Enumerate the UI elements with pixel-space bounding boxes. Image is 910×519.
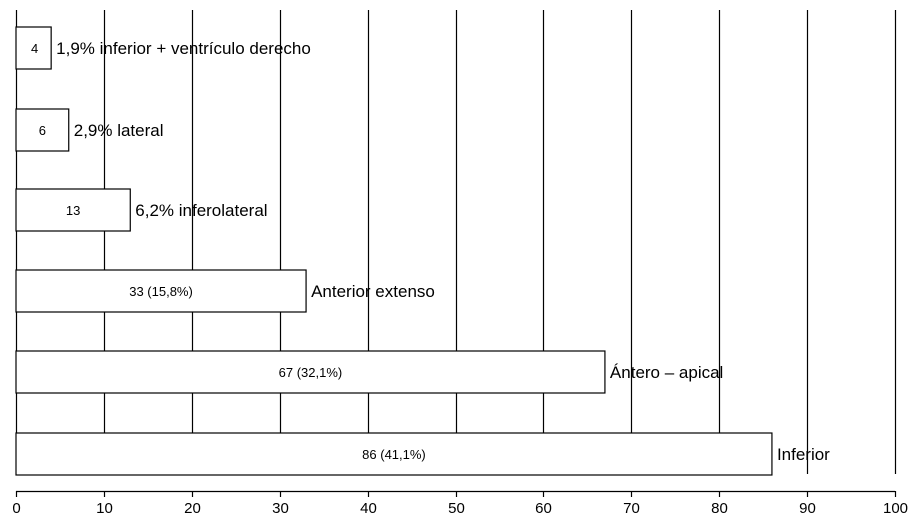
x-tick-label-60: 60 [535, 500, 552, 517]
bar-value-label-3: 13 [66, 203, 80, 218]
bar-1 [15, 26, 52, 70]
bar-category-label-4: Anterior extenso [311, 282, 435, 301]
x-tick-label-70: 70 [623, 500, 640, 517]
bar-5 [15, 350, 606, 394]
x-tick-label-80: 80 [711, 500, 728, 517]
bar-4 [15, 269, 307, 313]
x-tick-label-50: 50 [448, 500, 465, 517]
x-tick-label-40: 40 [360, 500, 377, 517]
x-tick-label-90: 90 [799, 500, 816, 517]
x-tick-label-30: 30 [272, 500, 289, 517]
bar-category-label-5: Ántero – apical [610, 363, 723, 382]
x-tick-label-10: 10 [96, 500, 113, 517]
x-tick-label-20: 20 [184, 500, 201, 517]
x-axis: 0 10 20 30 40 50 60 70 80 90 100 [12, 490, 908, 517]
bar-category-label-1: 1,9% inferior + ventrículo derecho [56, 39, 311, 58]
bar-value-label-4: 33 (15,8%) [129, 284, 193, 299]
bar-category-label-2: 2,9% lateral [74, 121, 164, 140]
bar-value-label-6: 86 (41,1%) [362, 447, 426, 462]
bar-category-label-3: 6,2% inferolateral [135, 201, 267, 220]
bar-value-label-1: 4 [31, 41, 38, 56]
bar-category-label-6: Inferior [777, 445, 830, 464]
bar-value-label-2: 6 [39, 123, 46, 138]
bar-value-label-5: 67 (32,1%) [279, 365, 343, 380]
bar-6 [15, 432, 773, 476]
x-tick-label-100: 100 [883, 500, 908, 517]
bar-2 [15, 108, 70, 152]
bar-3 [15, 188, 131, 232]
x-tick-label-0: 0 [12, 500, 20, 517]
gridlines [15, 10, 897, 474]
bars: 4 1,9% inferior + ventrículo derecho 6 2,9%… [15, 26, 830, 476]
